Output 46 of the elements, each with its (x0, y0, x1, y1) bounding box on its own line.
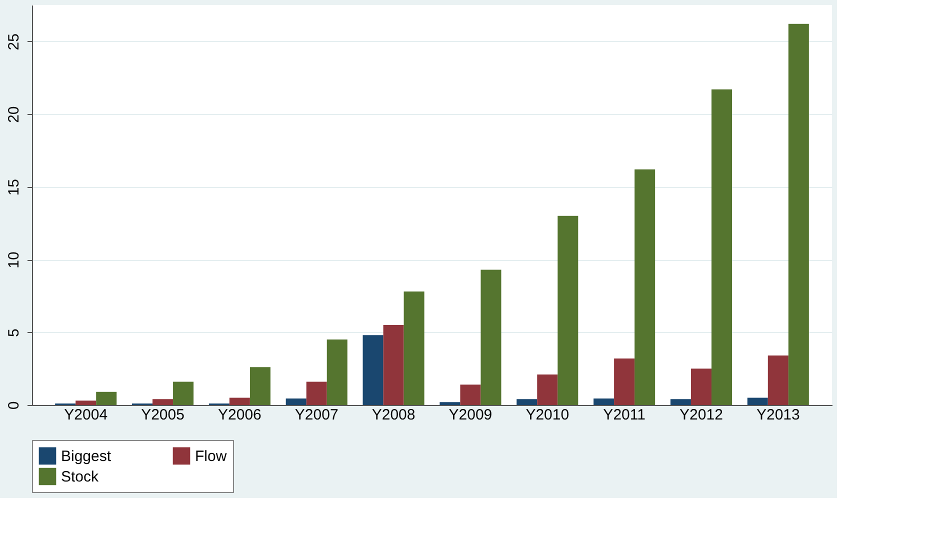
x-tick-label: Y2011 (603, 406, 646, 424)
bar (594, 398, 614, 405)
bar (690, 368, 712, 405)
y-tick-label: 15 (6, 178, 22, 196)
x-tick-label: Y2006 (218, 406, 262, 424)
y-tick-label: 25 (6, 34, 22, 50)
bar (383, 325, 404, 405)
bar (306, 382, 327, 405)
bar (440, 402, 460, 405)
x-tick-label: Y2010 (526, 406, 570, 424)
bar (460, 384, 481, 405)
y-tick-label: 20 (6, 106, 22, 123)
bar (747, 398, 768, 405)
x-tick-label: Y2013 (756, 406, 800, 424)
bar (250, 367, 270, 405)
bar (558, 216, 578, 405)
y-tick-label: 10 (6, 252, 22, 268)
bar (326, 340, 348, 405)
bar (480, 270, 502, 405)
bar (634, 169, 656, 405)
x-tick-label: Y2005 (141, 406, 184, 424)
bar (670, 399, 691, 405)
x-tick-label: Y2004 (64, 406, 108, 424)
bar (404, 292, 424, 405)
x-tick-label: Y2008 (372, 406, 416, 424)
bar (788, 24, 809, 405)
x-tick-label: Y2009 (448, 406, 492, 424)
y-tick-label: 5 (6, 328, 22, 337)
bar (152, 399, 174, 405)
bar (286, 398, 306, 405)
bar (173, 382, 194, 405)
legend-label: Biggest (61, 448, 112, 465)
bar (516, 399, 538, 405)
y-tick-label: 0 (6, 401, 22, 410)
x-tick-label: Y2012 (680, 406, 723, 424)
bar (537, 374, 558, 405)
bar (229, 398, 250, 405)
bar (614, 358, 635, 405)
bar (711, 89, 732, 405)
x-tick-label: Y2007 (294, 406, 338, 424)
bar (96, 392, 117, 405)
bar (76, 400, 96, 405)
bar (362, 335, 384, 405)
legend-label: Flow (195, 448, 227, 465)
bar (768, 356, 788, 405)
legend-label: Stock (61, 468, 100, 486)
